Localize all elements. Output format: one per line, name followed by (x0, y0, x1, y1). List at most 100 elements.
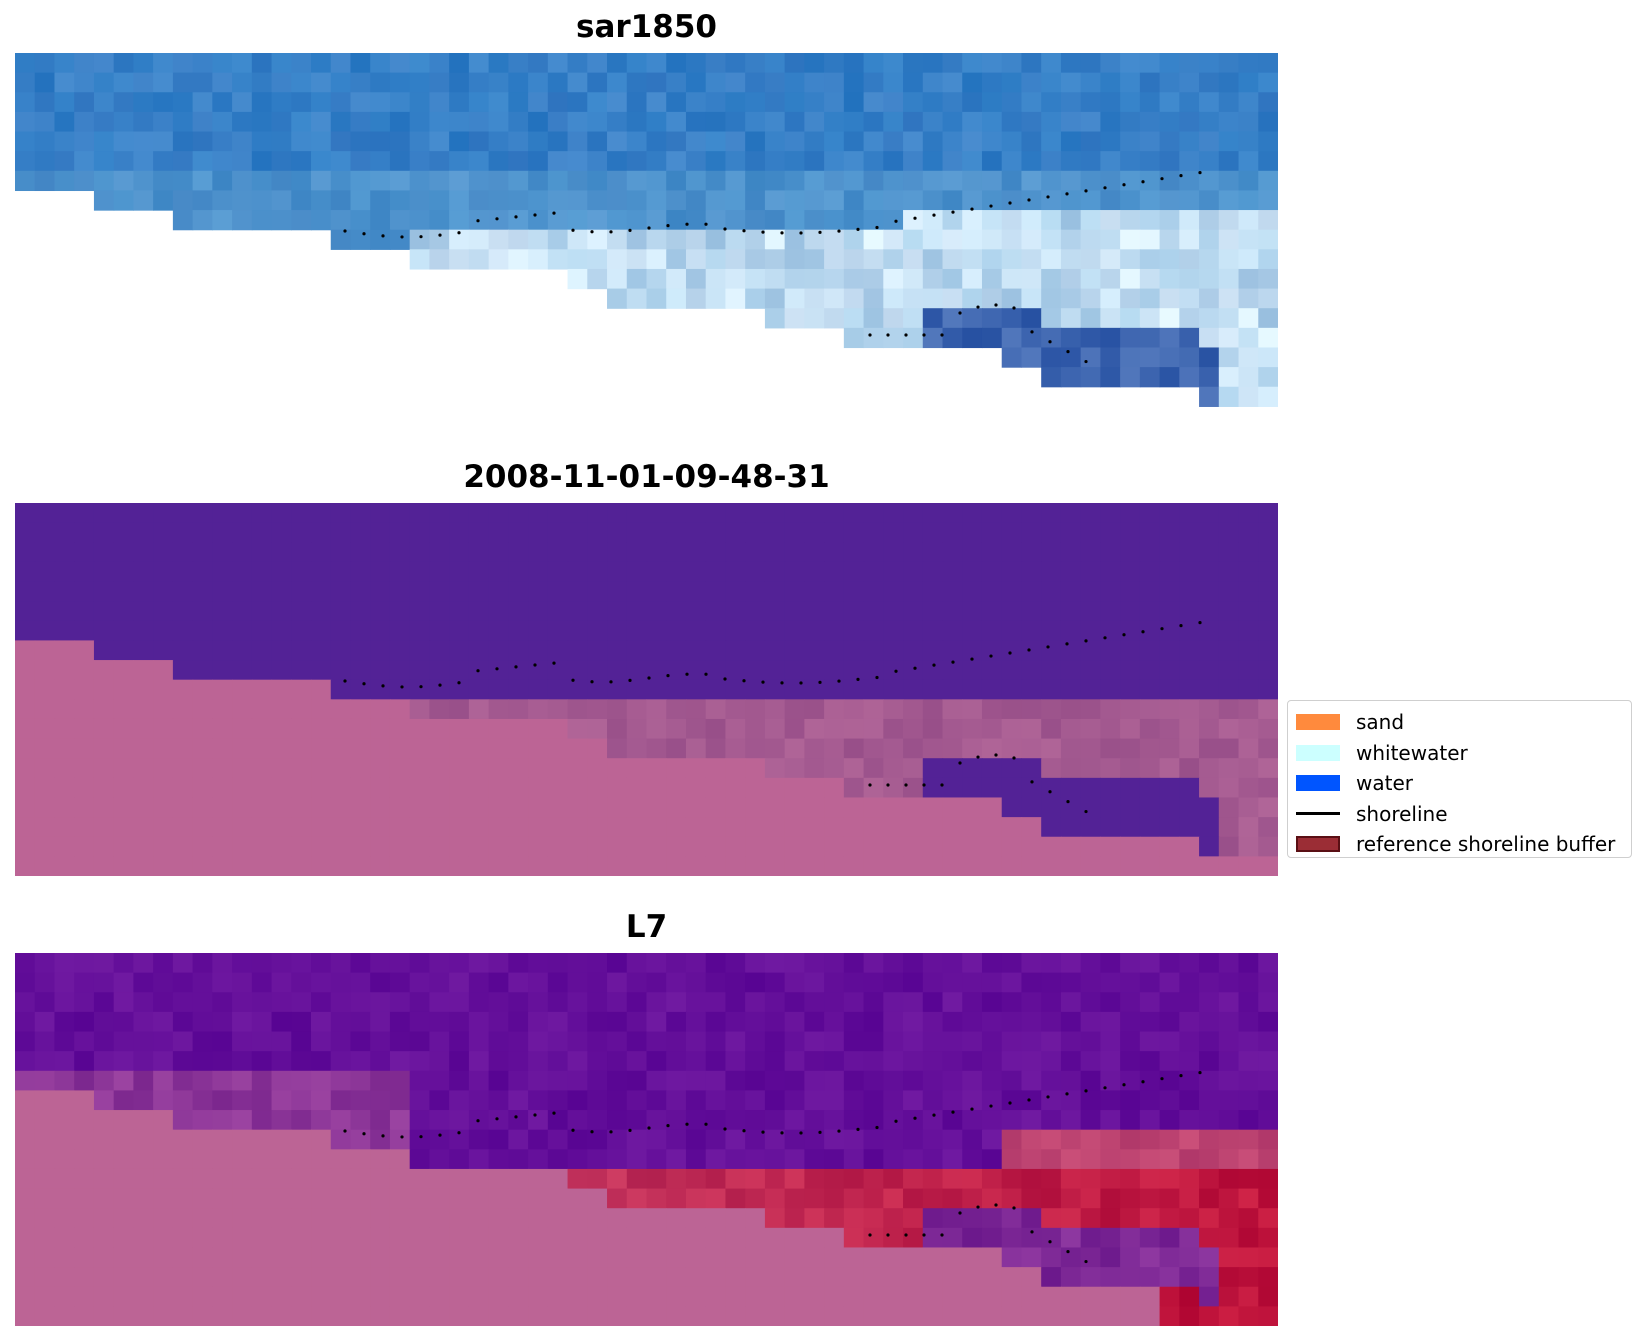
raster-cell (547, 679, 569, 700)
raster-cell (1041, 131, 1062, 152)
raster-cell (685, 699, 707, 720)
raster-cell (607, 1247, 628, 1268)
raster-cell (429, 640, 450, 661)
raster-cell (1179, 777, 1200, 799)
raster-cell (330, 758, 352, 779)
raster-cell (587, 1188, 608, 1209)
raster-cell (113, 777, 134, 799)
raster-cell (133, 758, 154, 779)
raster-cell (330, 972, 352, 993)
raster-cell (1041, 581, 1062, 602)
raster-cell (784, 797, 805, 818)
raster-cell (429, 249, 450, 270)
raster-cell (666, 777, 687, 799)
raster-cell (1258, 836, 1278, 857)
raster-cell (1139, 308, 1161, 329)
raster-cell (212, 758, 233, 779)
raster-cell (488, 1129, 509, 1150)
raster-cell (1100, 268, 1121, 290)
raster-cell (725, 268, 746, 290)
raster-cell (547, 542, 569, 563)
raster-cell (903, 972, 924, 993)
raster-cell (764, 640, 786, 661)
raster-cell (903, 953, 924, 974)
raster-cell (804, 856, 825, 876)
raster-cell (192, 679, 213, 700)
raster-cell (1238, 1011, 1259, 1033)
raster-cell (705, 992, 727, 1013)
raster-cell (705, 1149, 727, 1170)
raster-cell (1218, 210, 1240, 231)
raster-cell (468, 1306, 490, 1326)
raster-cell (1100, 1031, 1121, 1052)
raster-cell (607, 72, 628, 93)
raster-cell (626, 170, 648, 192)
raster-cell (113, 581, 134, 602)
raster-cell (1159, 53, 1180, 74)
raster-cell (291, 1227, 312, 1249)
raster-cell (508, 817, 529, 838)
raster-cell (153, 797, 174, 818)
raster-cell (745, 817, 766, 838)
raster-cell (311, 1149, 332, 1170)
raster-cell (587, 699, 608, 720)
raster-cell (607, 660, 628, 681)
raster-cell (725, 581, 746, 602)
raster-cell (528, 836, 549, 857)
raster-cell (271, 679, 292, 700)
raster-cell (1041, 1168, 1062, 1190)
raster-cell (903, 522, 924, 543)
raster-cell (409, 972, 431, 993)
raster-cell (192, 1031, 213, 1052)
raster-cell (370, 92, 391, 113)
shoreline-point (1198, 171, 1202, 175)
raster-cell (113, 1129, 134, 1150)
raster-cell (429, 797, 450, 818)
raster-cell (133, 1110, 154, 1131)
raster-cell (824, 1051, 845, 1072)
raster-cell (192, 1227, 213, 1249)
raster-cell (1238, 581, 1259, 602)
raster-cell (15, 817, 36, 838)
raster-cell (587, 542, 608, 563)
raster-cell (34, 640, 56, 661)
raster-cell (646, 1168, 667, 1190)
raster-cell (528, 1306, 549, 1326)
raster-cell (666, 972, 687, 993)
raster-cell (34, 660, 56, 681)
raster-cell (508, 1051, 529, 1072)
raster-cell (547, 797, 569, 818)
raster-cell (330, 836, 352, 857)
raster-cell (1179, 1129, 1200, 1150)
raster-cell (528, 620, 549, 642)
raster-cell (429, 72, 450, 93)
raster-cell (350, 1129, 371, 1150)
raster-cell (942, 1129, 963, 1150)
raster-cell (745, 503, 766, 524)
raster-cell (863, 503, 884, 524)
raster-cell (1218, 111, 1240, 133)
raster-cell (804, 1090, 825, 1111)
raster-cell (330, 111, 352, 133)
raster-cell (133, 699, 154, 720)
raster-cell (34, 522, 56, 543)
raster-cell (1060, 1070, 1082, 1092)
raster-cell (1001, 1306, 1023, 1326)
raster-cell (1179, 640, 1200, 661)
raster-cell (804, 1208, 825, 1229)
raster-cell (311, 679, 332, 700)
raster-cell (1258, 561, 1278, 583)
raster-cell (1218, 797, 1240, 818)
raster-cell (1218, 972, 1240, 993)
raster-cell (153, 699, 174, 720)
raster-cell (607, 1011, 628, 1033)
raster-cell (1021, 856, 1042, 876)
raster-cell (1139, 210, 1161, 231)
raster-cell (1021, 190, 1042, 211)
raster-cell (389, 836, 411, 857)
raster-cell (1218, 288, 1240, 309)
raster-cell (567, 718, 588, 740)
raster-cell (666, 1110, 687, 1131)
raster-cell (626, 699, 648, 720)
raster-cell (15, 542, 36, 563)
